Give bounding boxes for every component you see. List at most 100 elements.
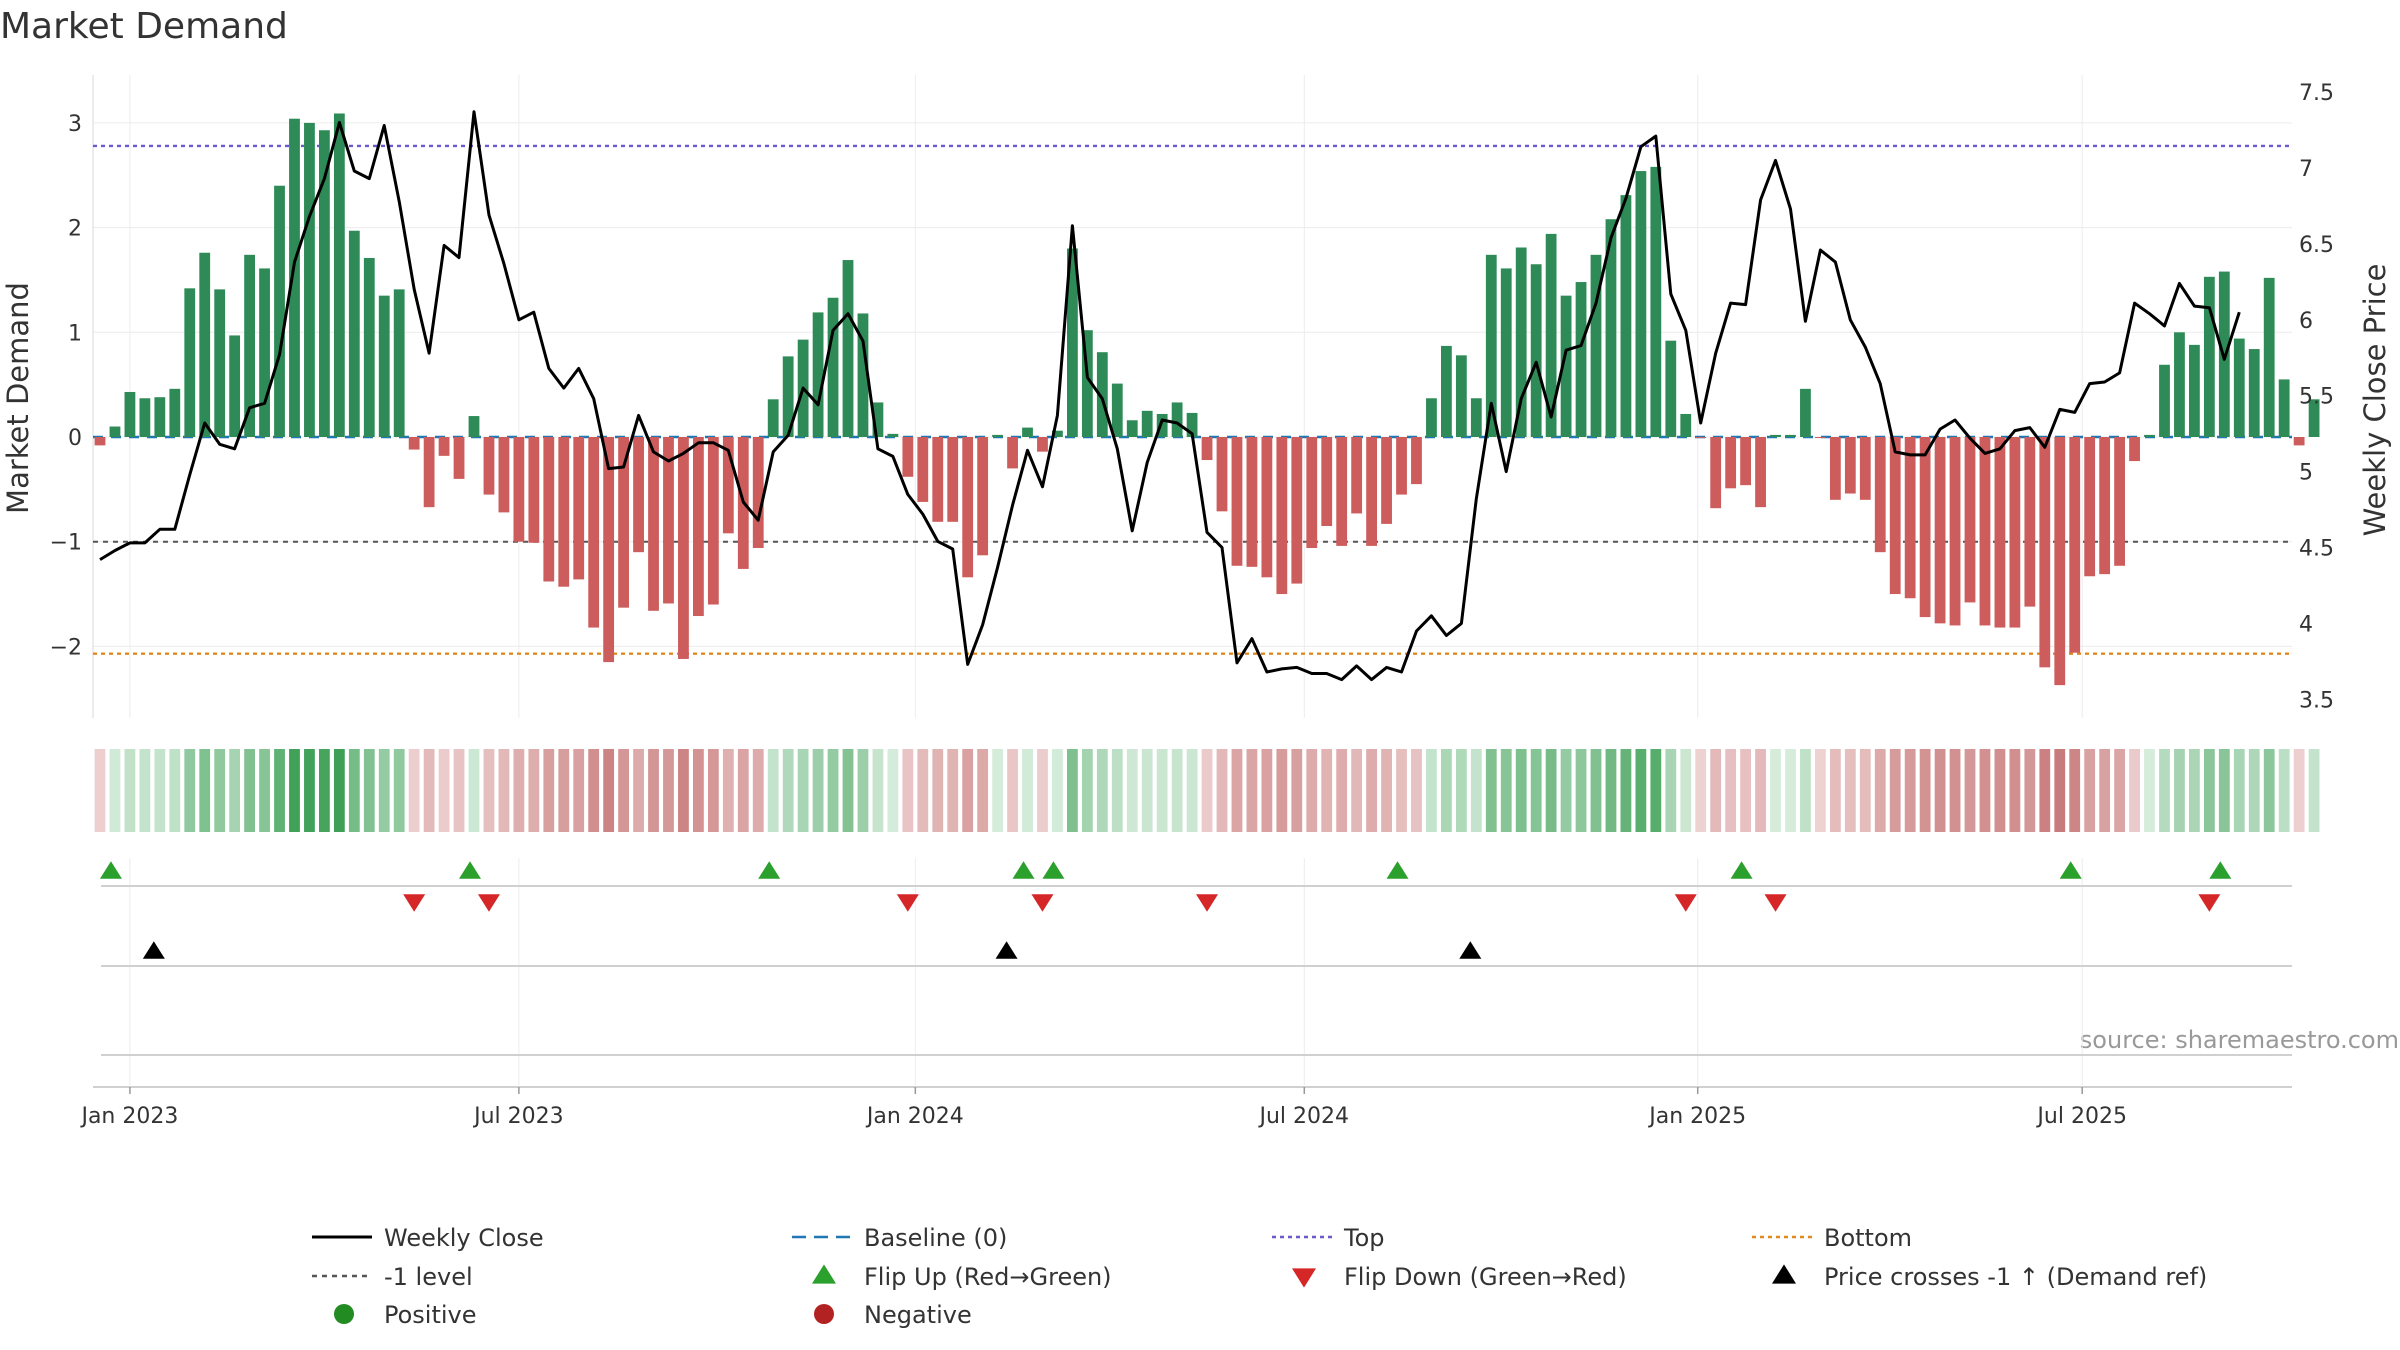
demand-bar	[1485, 254, 1497, 437]
heat-cell	[812, 749, 824, 832]
demand-bar	[752, 437, 764, 548]
heat-cell	[1994, 749, 2006, 832]
demand-bar	[2069, 437, 2081, 653]
heat-cell	[827, 749, 839, 832]
heat-cell	[1291, 749, 1303, 832]
heat-cell	[214, 749, 226, 832]
demand-bar	[319, 130, 330, 437]
demand-bar	[2293, 437, 2305, 446]
heat-cell	[1081, 749, 1093, 832]
demand-bar	[663, 437, 674, 604]
heat-cell	[2129, 749, 2140, 832]
chart-title: Market Demand	[0, 6, 288, 47]
demand-bar	[707, 437, 719, 605]
flip-down-marker	[477, 894, 500, 912]
heat-cell	[1201, 749, 1213, 832]
demand-bar	[1560, 295, 1572, 437]
heat-cell	[1755, 749, 1766, 832]
demand-bar	[1710, 437, 1722, 509]
heat-cell	[902, 749, 914, 832]
left-tick-label: 3	[68, 112, 82, 137]
left-tick-label: 2	[68, 217, 82, 242]
demand-bar	[483, 437, 495, 495]
demand-bar	[289, 118, 300, 437]
right-tick-label: 4	[2299, 612, 2313, 637]
demand-bar	[1096, 352, 1108, 437]
legend-item: Baseline (0)	[792, 1224, 1007, 1252]
demand-bar	[1829, 437, 1841, 500]
demand-bar	[603, 437, 615, 663]
demand-bar	[1306, 437, 1318, 548]
heat-cell	[1366, 749, 1377, 832]
heat-cell	[483, 749, 495, 832]
legend-item: Flip Up (Red→Green)	[812, 1263, 1112, 1291]
heat-cell	[199, 749, 211, 832]
demand-bar	[169, 388, 181, 437]
heat-cell	[1979, 749, 1991, 832]
demand-bar	[1889, 437, 1901, 595]
demand-bar	[2233, 338, 2245, 437]
heat-cell	[319, 749, 330, 832]
demand-bar	[1366, 437, 1377, 546]
heat-cell	[304, 749, 315, 832]
source-note: source: sharemaestro.com	[2080, 1026, 2399, 1054]
demand-bar	[139, 398, 151, 437]
demand-bar	[1246, 437, 1258, 567]
heat-cell	[139, 749, 151, 832]
heat-cell	[1620, 749, 1632, 832]
demand-bar	[1994, 437, 2006, 628]
heat-cell	[558, 749, 570, 832]
demand-bar	[1455, 355, 1467, 437]
heat-cell	[962, 749, 974, 832]
legend-item: Positive	[334, 1301, 477, 1329]
demand-bar	[1680, 413, 1692, 437]
demand-bar	[1411, 437, 1422, 485]
flip-up-marker	[1012, 861, 1035, 879]
heat-cell	[169, 749, 181, 832]
heat-cell	[2278, 749, 2290, 832]
demand-bar	[543, 437, 555, 582]
demand-bar	[378, 295, 390, 437]
heat-cell	[1126, 749, 1138, 832]
demand-bar	[693, 437, 704, 617]
demand-bar	[1022, 427, 1033, 437]
demand-bar	[1007, 437, 1018, 469]
heat-cell	[363, 749, 375, 832]
left-tick-label: −1	[50, 531, 82, 556]
demand-bar	[2129, 437, 2140, 462]
demand-bar	[947, 437, 959, 522]
demand-bar	[992, 434, 1003, 437]
heat-cell	[603, 749, 615, 832]
demand-bar	[1934, 437, 1946, 624]
heat-cell	[2189, 749, 2200, 832]
flip-up-marker	[1042, 861, 1065, 879]
demand-bar	[2174, 332, 2185, 437]
legend-label: Flip Up (Red→Green)	[864, 1263, 1112, 1291]
flip-up-marker	[459, 861, 481, 879]
heat-cell	[1052, 749, 1063, 832]
demand-bar	[1037, 437, 1048, 452]
demand-bar	[1396, 437, 1407, 495]
heat-cell	[1216, 749, 1228, 832]
heat-cell	[678, 749, 689, 832]
heat-cell	[1919, 749, 1931, 832]
heat-cell	[1500, 749, 1512, 832]
x-tick-label: Jul 2025	[2035, 1104, 2127, 1129]
demand-bar	[1874, 437, 1886, 553]
heat-cell	[633, 749, 644, 832]
right-tick-label: 5.5	[2299, 385, 2334, 410]
demand-bar	[528, 437, 540, 543]
demand-bar	[408, 437, 420, 450]
demand-bar	[1156, 413, 1168, 437]
heat-cell	[1530, 749, 1542, 832]
x-tick-label: Jul 2024	[1258, 1104, 1350, 1129]
left-tick-label: −2	[50, 635, 82, 660]
heat-cell	[1426, 749, 1437, 832]
demand-bar	[274, 185, 285, 437]
flip-up-marker	[1386, 861, 1409, 879]
left-tick-label: 0	[68, 426, 82, 451]
heat-cell	[1949, 749, 1961, 832]
heat-cell	[528, 749, 540, 832]
demand-bar	[1904, 437, 1916, 599]
legend-item: Bottom	[1752, 1224, 1912, 1252]
